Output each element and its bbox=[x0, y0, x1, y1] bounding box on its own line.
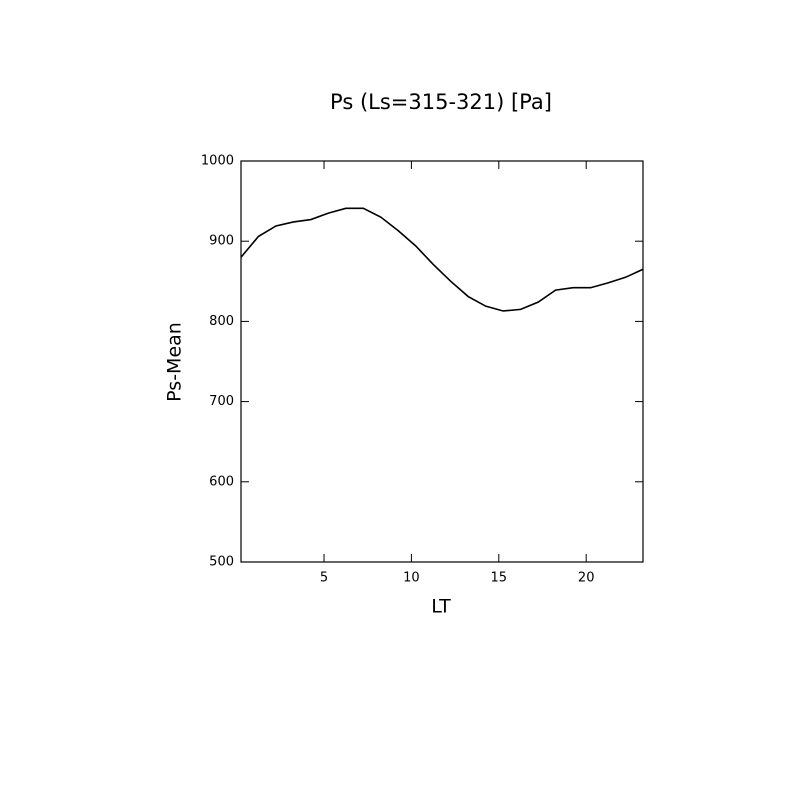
line-series bbox=[240, 207, 644, 312]
y-tick-label: 700 bbox=[209, 394, 234, 409]
x-tick-label: 10 bbox=[403, 571, 420, 586]
plot-frame bbox=[240, 160, 644, 563]
y-tick-label: 800 bbox=[209, 314, 234, 329]
x-axis-label: LT bbox=[431, 596, 451, 618]
x-tick-label: 20 bbox=[578, 571, 595, 586]
chart-title: Ps (Ls=315-321) [Pa] bbox=[330, 90, 552, 114]
x-tick-label: 5 bbox=[320, 571, 328, 586]
y-axis-label: Ps-Mean bbox=[164, 322, 186, 402]
x-tick-label: 15 bbox=[491, 571, 508, 586]
y-tick-label: 600 bbox=[209, 474, 234, 489]
y-tick-label: 900 bbox=[209, 234, 234, 249]
y-tick-label: 1000 bbox=[201, 154, 234, 169]
y-tick-label: 500 bbox=[209, 555, 234, 570]
